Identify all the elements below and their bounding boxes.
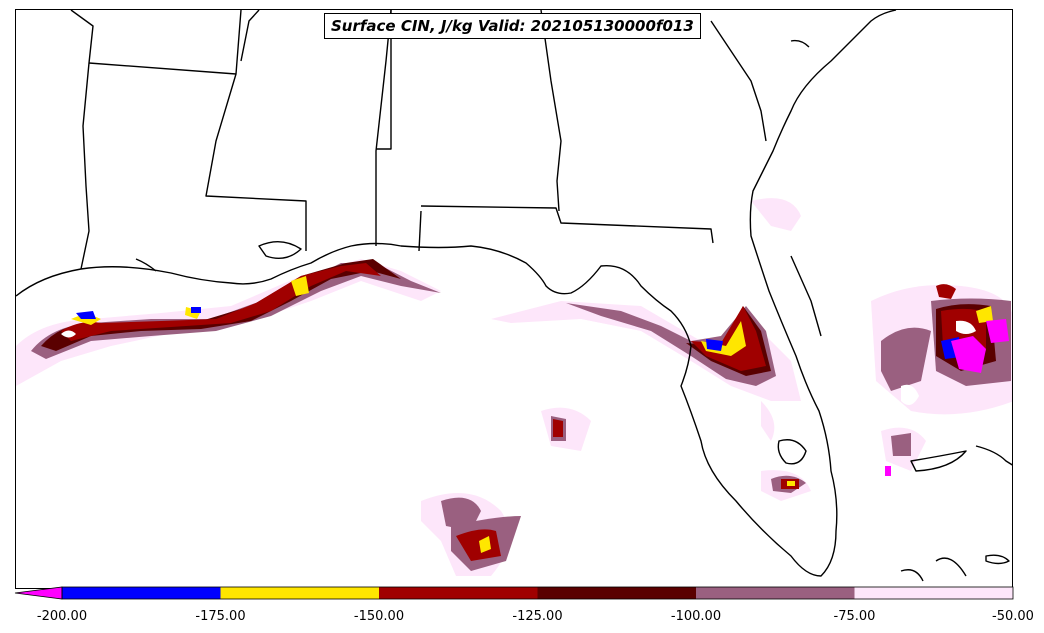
map-panel: [15, 9, 1013, 589]
cin-mauve-regions: [31, 263, 1011, 571]
colorbar-bin-0: [62, 587, 221, 599]
colorbar-tick-label: -175.00: [195, 609, 246, 624]
cin-clear-regions: [61, 320, 976, 405]
map-canvas: [16, 10, 1012, 582]
colorbar-bin-1: [220, 587, 379, 599]
colorbar-tick-label: -50.00: [992, 609, 1034, 624]
colorbar-bin-2: [379, 587, 538, 599]
map-title: Surface CIN, J/kg Valid: 202105130000f01…: [324, 13, 701, 39]
colorbar-extend-min: [14, 586, 63, 600]
colorbar-bin-5: [854, 587, 1013, 599]
colorbar-bin-4: [696, 587, 855, 599]
colorbar-tick-label: -75.00: [833, 609, 876, 624]
colorbar: [14, 586, 1014, 600]
colorbar-tick-label: -100.00: [670, 609, 722, 624]
colorbar-outline: [61, 586, 1014, 600]
colorbar-tick-label: -200.00: [36, 609, 88, 624]
colorbar-bin-3: [537, 587, 696, 599]
colorbar-bins: [62, 587, 1013, 599]
colorbar-tick-label: -125.00: [512, 609, 563, 624]
colorbar-tick-label: -150.00: [353, 609, 405, 624]
cin-magenta-regions: [885, 319, 1009, 476]
coastline-and-borders: [16, 10, 1012, 582]
